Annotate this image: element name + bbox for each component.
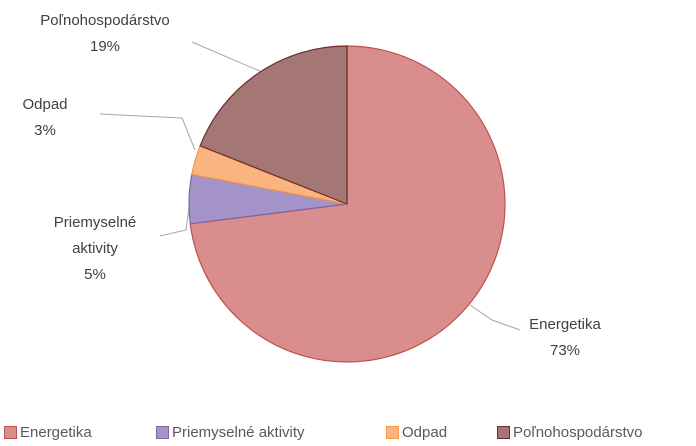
value-label: 19% (89, 38, 121, 55)
pie-slice (199, 45, 348, 205)
category-label: Odpad (22, 96, 68, 113)
value-label: 73% (549, 342, 581, 359)
legend-label: Poľnohospodárstvo (513, 424, 643, 441)
leader-line (469, 304, 521, 331)
data-label: Energetika 73% (520, 312, 610, 364)
value-label: 3% (34, 122, 56, 139)
data-label: Priemyselné aktivity 5% (30, 210, 160, 288)
legend-label: Priemyselné aktivity (172, 424, 305, 441)
data-label: Odpad 3% (10, 92, 80, 144)
pie-slice (189, 45, 506, 363)
data-label: Poľnohospodárstvo 19% (20, 8, 190, 60)
legend-item: Priemyselné aktivity (156, 424, 305, 441)
legend-item: Poľnohospodárstvo (497, 424, 642, 441)
category-label: Energetika (529, 316, 601, 333)
legend-item: Energetika (4, 424, 92, 441)
category-label: Poľnohospodárstvo (40, 12, 170, 29)
leader-line (99, 113, 196, 151)
legend-item: Odpad (386, 424, 447, 441)
value-label: 5% (84, 266, 106, 283)
legend-swatch (497, 426, 510, 439)
legend-label: Energetika (20, 424, 92, 441)
legend-label: Odpad (402, 424, 448, 441)
leader-line (191, 41, 263, 73)
leader-line (159, 199, 191, 237)
category-label: Priemyselné aktivity (53, 214, 137, 257)
legend-swatch (386, 426, 399, 439)
legend-swatch (156, 426, 169, 439)
legend-swatch (4, 426, 17, 439)
